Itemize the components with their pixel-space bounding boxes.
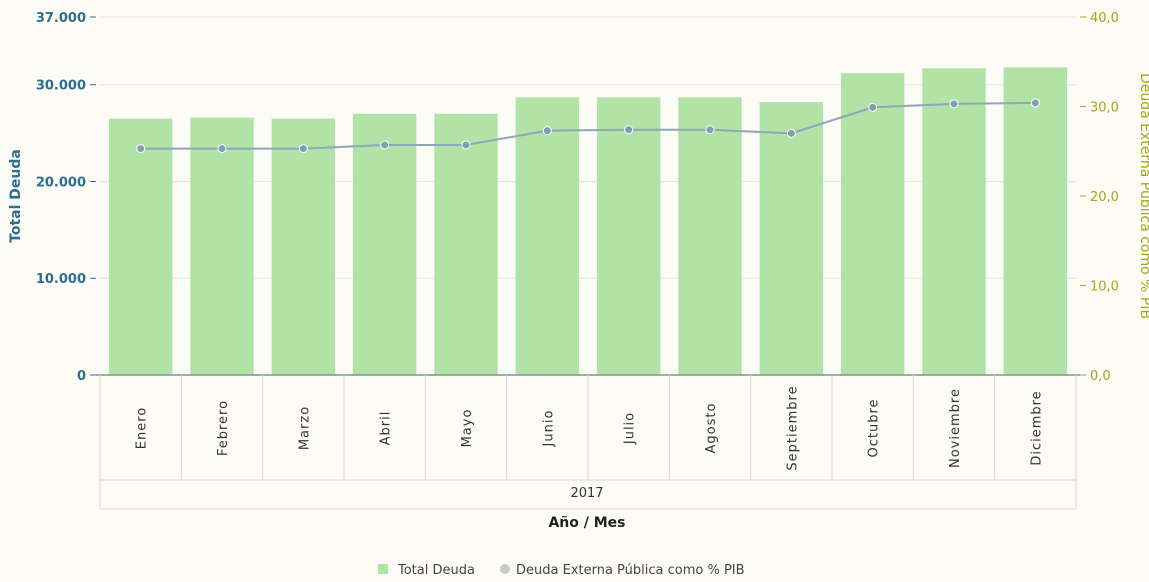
bar bbox=[352, 113, 417, 375]
right-axis-title: Deuda Externa Pública como % PIB bbox=[1137, 73, 1149, 319]
line-point bbox=[461, 140, 471, 150]
line-point bbox=[949, 99, 959, 109]
bar bbox=[1003, 67, 1068, 376]
left-tick-label: 30.000 bbox=[36, 79, 86, 94]
x-category-label: Mayo bbox=[460, 409, 475, 448]
x-category-label: Agosto bbox=[704, 403, 719, 454]
right-axis-ticks: 0,0 10,0 20,0 30,0 40,0 bbox=[1080, 11, 1119, 384]
legend-swatch-line bbox=[500, 564, 510, 574]
line-series bbox=[136, 98, 1040, 154]
line-point bbox=[217, 144, 227, 154]
right-tick-label: 10,0 bbox=[1090, 280, 1119, 295]
legend-item-total-deuda[interactable]: Total Deuda bbox=[378, 563, 475, 578]
x-category-label: Enero bbox=[135, 407, 150, 449]
line-point bbox=[298, 144, 308, 154]
left-tick-label: 37.000 bbox=[36, 11, 86, 26]
x-category-label: Julio bbox=[623, 412, 638, 445]
line-point bbox=[136, 144, 146, 154]
x-category-label: Diciembre bbox=[1029, 390, 1044, 465]
bar bbox=[922, 68, 986, 376]
legend-label-total-deuda: Total Deuda bbox=[397, 563, 475, 578]
x-category-label: Junio bbox=[541, 410, 556, 448]
x-category-label: Marzo bbox=[297, 406, 312, 450]
right-tick-label: 30,0 bbox=[1090, 101, 1119, 116]
right-tick-label: 0,0 bbox=[1090, 369, 1111, 384]
bar bbox=[678, 97, 742, 375]
bar-series bbox=[108, 67, 1068, 376]
legend: Total Deuda Deuda Externa Pública como %… bbox=[378, 563, 745, 578]
line-point bbox=[542, 126, 552, 136]
series-line bbox=[140, 101, 1036, 150]
legend-item-deuda-pib[interactable]: Deuda Externa Pública como % PIB bbox=[500, 563, 745, 578]
left-tick-label: 0 bbox=[77, 369, 86, 384]
x-category-label: Septiembre bbox=[785, 385, 800, 470]
line-point bbox=[624, 125, 634, 135]
bar bbox=[596, 97, 661, 375]
bar bbox=[190, 117, 254, 376]
legend-label-deuda-pib: Deuda Externa Pública como % PIB bbox=[516, 563, 745, 578]
x-axis-categories: Enero Febrero Marzo Abril Mayo Junio Julio Agos… bbox=[135, 385, 1045, 470]
x-category-label: Noviembre bbox=[948, 388, 963, 468]
x-category-label: Octubre bbox=[867, 398, 882, 457]
left-tick-label: 10.000 bbox=[36, 272, 86, 287]
left-tick-label: 20.000 bbox=[36, 175, 86, 190]
line-point bbox=[1030, 98, 1040, 108]
line-point bbox=[705, 125, 715, 135]
right-tick-label: 20,0 bbox=[1090, 190, 1119, 205]
year-group-label: 2017 bbox=[570, 486, 603, 501]
left-axis-ticks: 0 10.000 20.000 30.000 37.000 bbox=[36, 11, 96, 384]
bar bbox=[759, 102, 824, 376]
line-point bbox=[868, 102, 878, 112]
left-axis-title: Total Deuda bbox=[8, 149, 24, 243]
line-point bbox=[380, 140, 390, 150]
axes bbox=[96, 374, 1080, 510]
bar bbox=[840, 73, 905, 375]
bar bbox=[515, 97, 580, 375]
bar bbox=[108, 118, 173, 375]
legend-swatch-bar bbox=[378, 564, 388, 574]
line-point bbox=[786, 128, 796, 138]
x-axis-title: Año / Mes bbox=[548, 515, 625, 531]
right-tick-label: 40,0 bbox=[1090, 11, 1119, 26]
x-category-label: Febrero bbox=[216, 400, 231, 456]
x-category-label: Abril bbox=[379, 411, 394, 446]
bar bbox=[434, 113, 498, 375]
bar bbox=[271, 118, 336, 375]
